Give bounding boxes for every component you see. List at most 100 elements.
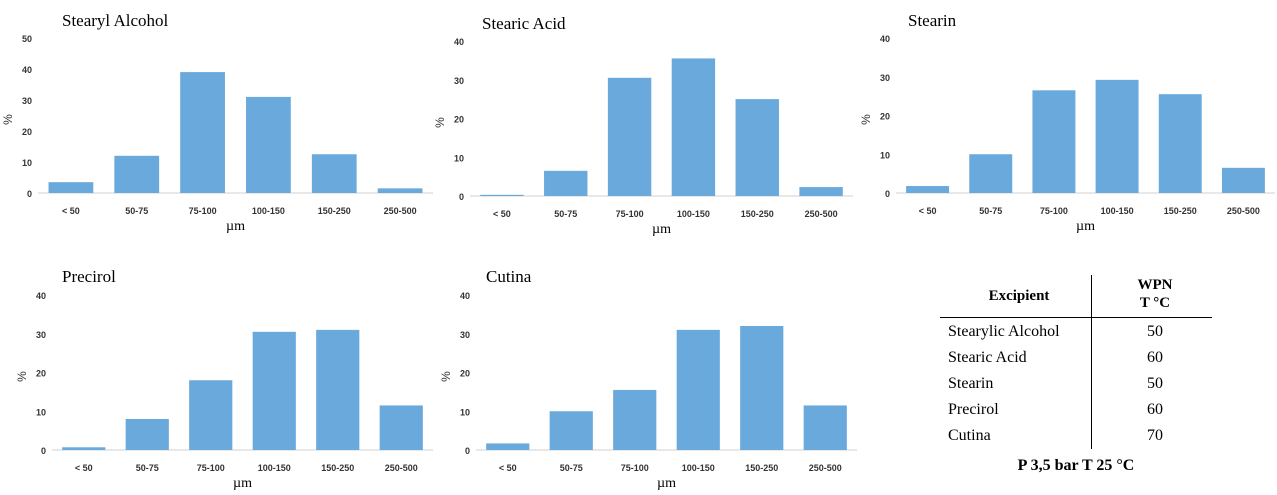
- bar: [613, 389, 657, 450]
- x-tick-label: 100-150: [252, 206, 285, 216]
- bar: [549, 411, 593, 450]
- y-tick-label: 30: [880, 73, 890, 83]
- x-tick-label: 100-150: [677, 209, 710, 219]
- y-tick-label: 40: [22, 65, 32, 75]
- y-tick-label: 10: [454, 153, 464, 163]
- x-tick-label: 250-500: [385, 463, 418, 473]
- table-header-rule: [940, 317, 1212, 318]
- x-tick-label: 75-100: [197, 463, 225, 473]
- x-tick-label: < 50: [919, 206, 937, 216]
- chart-title: Stearin: [908, 11, 957, 30]
- x-axis-label: µm: [226, 219, 245, 234]
- y-tick-label: 50: [22, 34, 32, 44]
- y-tick-label: 40: [460, 291, 470, 301]
- y-tick-label: 10: [36, 407, 46, 417]
- chart-title: Stearyl Alcohol: [62, 11, 169, 30]
- bar: [607, 77, 652, 196]
- table-row-excipient: Precirol: [948, 401, 999, 418]
- x-tick-label: < 50: [493, 209, 511, 219]
- x-tick-label: < 50: [62, 206, 80, 216]
- table-row-wpn: 60: [1147, 349, 1163, 366]
- wpn-table: Excipient WPN T °C Stearylic Alcohol 50 …: [940, 273, 1220, 495]
- y-tick-label: 0: [885, 189, 890, 199]
- bar: [486, 443, 530, 450]
- y-tick-label: 20: [36, 369, 46, 379]
- x-tick-label: 100-150: [258, 463, 291, 473]
- x-tick-label: 150-250: [741, 209, 774, 219]
- x-tick-label: 100-150: [1101, 206, 1134, 216]
- y-tick-label: 20: [880, 112, 890, 122]
- y-tick-label: 10: [22, 158, 32, 168]
- x-tick-label: 150-250: [321, 463, 354, 473]
- table-row-wpn: 70: [1147, 427, 1163, 444]
- table-row-wpn: 60: [1147, 401, 1163, 418]
- bar: [1221, 167, 1265, 193]
- x-axis-label: µm: [657, 476, 676, 491]
- bar: [1095, 79, 1139, 193]
- chart-title: Stearic Acid: [482, 14, 566, 33]
- x-tick-label: 50-75: [125, 206, 148, 216]
- x-tick-label: 75-100: [621, 463, 649, 473]
- bar: [379, 405, 423, 450]
- table-row: Stearin 50: [940, 375, 1212, 401]
- x-tick-label: 50-75: [554, 209, 577, 219]
- x-tick-label: 150-250: [1164, 206, 1197, 216]
- y-axis-label: %: [15, 371, 29, 382]
- x-tick-label: 50-75: [560, 463, 583, 473]
- bar: [252, 331, 296, 450]
- y-axis-label: %: [439, 371, 453, 382]
- y-tick-label: 20: [460, 369, 470, 379]
- bar: [676, 329, 720, 450]
- bar: [316, 329, 360, 450]
- bar: [180, 72, 225, 193]
- y-axis-label: %: [1, 114, 15, 125]
- bar: [311, 154, 357, 193]
- table-header-wpn-line1: WPN: [1137, 277, 1173, 293]
- table-row-wpn: 50: [1147, 375, 1163, 392]
- x-tick-label: 150-250: [318, 206, 351, 216]
- bar: [62, 447, 106, 450]
- bar: [377, 188, 423, 193]
- chart-title: Cutina: [486, 267, 532, 286]
- bar: [906, 186, 950, 193]
- bar: [189, 380, 233, 450]
- table-row-excipient: Stearic Acid: [948, 349, 1027, 366]
- bar: [48, 182, 94, 193]
- bar: [114, 155, 160, 193]
- y-tick-label: 40: [36, 291, 46, 301]
- x-tick-label: 50-75: [136, 463, 159, 473]
- bar: [544, 170, 588, 196]
- y-tick-label: 0: [465, 446, 470, 456]
- bar: [803, 405, 847, 450]
- x-tick-label: < 50: [499, 463, 517, 473]
- x-tick-label: 75-100: [616, 209, 644, 219]
- y-tick-label: 0: [27, 189, 32, 199]
- x-tick-label: 250-500: [1227, 206, 1260, 216]
- table-row: Stearic Acid 60: [940, 349, 1212, 375]
- bar: [1158, 94, 1202, 193]
- table-header-excipient: Excipient: [988, 288, 1050, 304]
- x-tick-label: 75-100: [189, 206, 217, 216]
- x-tick-label: 100-150: [682, 463, 715, 473]
- y-tick-label: 0: [459, 192, 464, 202]
- y-tick-label: 10: [460, 407, 470, 417]
- table-row: Cutina 70: [940, 427, 1212, 453]
- y-tick-label: 30: [460, 330, 470, 340]
- x-tick-label: 250-500: [809, 463, 842, 473]
- y-axis-label: %: [859, 114, 873, 125]
- bar: [799, 187, 843, 196]
- table-row-excipient: Stearin: [948, 375, 994, 392]
- y-tick-label: 0: [41, 446, 46, 456]
- bar: [246, 96, 291, 193]
- x-tick-label: 50-75: [979, 206, 1002, 216]
- bar: [740, 326, 784, 450]
- bar: [1032, 90, 1076, 193]
- table-row-excipient: Stearylic Alcohol: [948, 323, 1060, 340]
- x-axis-label: µm: [1076, 219, 1095, 234]
- x-tick-label: 150-250: [745, 463, 778, 473]
- y-tick-label: 40: [454, 37, 464, 47]
- y-tick-label: 30: [22, 96, 32, 106]
- y-tick-label: 20: [22, 127, 32, 137]
- table-header-wpn-line2: T °C: [1139, 295, 1171, 311]
